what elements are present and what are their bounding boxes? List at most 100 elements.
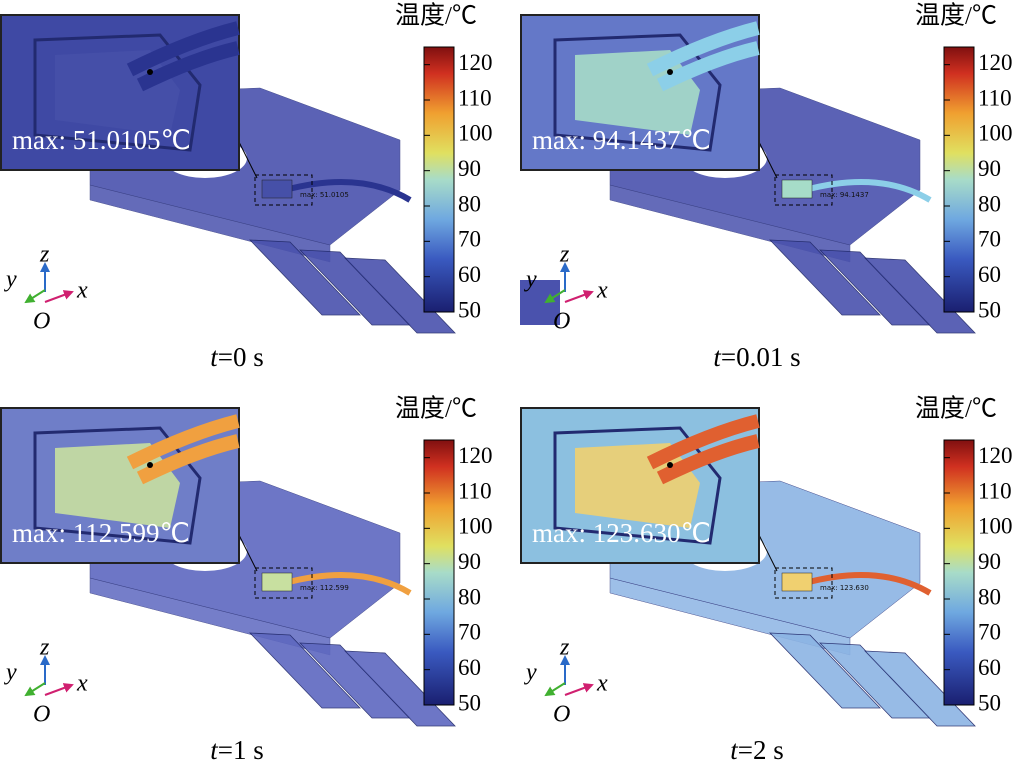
colorbar-title: 温度/℃ [915,2,997,30]
axis-label: y [524,660,537,686]
axis-label: y [4,267,17,293]
colorbar-tick-label: 100 [978,121,1013,146]
axis-y [24,682,46,697]
bond-wire [284,572,412,596]
inset-frame [33,426,202,545]
time-var: t [730,735,739,763]
chip [261,179,293,199]
time-label: t=1 s [210,735,264,763]
colorbar-tick-label: 60 [978,655,1001,680]
bond-wire [804,179,932,203]
colorbar [423,439,455,706]
axis-x [564,290,594,303]
inset-frame [553,33,722,152]
lead [249,239,361,316]
zoom-box [254,174,313,206]
axis-label: z [559,635,570,661]
time-label: t=0.01 s [713,342,800,372]
small-max-label: max: 51.0105 [300,191,349,199]
colorbar-tick-label: 120 [458,50,493,75]
probe-point [667,69,673,75]
chip [261,572,293,592]
lead [249,632,361,709]
colorbar-tick-label: 80 [978,584,1001,609]
colorbar-tick-label: 70 [458,620,481,645]
axis-label: x [76,671,88,697]
small-max-label: max: 123.630 [820,584,869,592]
colorbar-tick-label: 70 [978,620,1001,645]
axis-x [44,683,74,696]
probe-point [147,69,153,75]
lead [344,650,456,727]
axis-label: x [596,671,608,697]
axis-label: x [76,278,88,304]
axis-label: x [596,278,608,304]
panel: max: 112.599 max: 112.599℃ 温度/℃ 50 60 70 80 90 1… [0,395,493,763]
panel: max: 123.630 max: 123.630℃ 温度/℃ 50 60 70 80 90 1… [520,395,1013,763]
probe-point [147,462,153,468]
inset-wire [646,414,760,470]
axis-y [544,682,566,697]
axis-label: y [524,267,537,293]
small-max-label: max: 94.1437 [820,191,869,199]
colorbar-tick-label: 110 [458,85,492,110]
axis-y [24,289,46,304]
inset-wire [656,434,760,485]
inset-wire [656,41,760,92]
axis-label: O [33,702,50,728]
time-label: t=0 s [210,342,264,372]
axis-label: y [4,660,17,686]
colorbar-tick-label: 50 [978,297,1001,322]
time-var: t [210,342,219,372]
time-value: =1 s [218,735,264,763]
colorbar-tick-label: 80 [978,191,1001,216]
colorbar-tick-label: 80 [458,584,481,609]
lead [769,632,881,709]
inset-wire [126,21,240,77]
inset-wire [136,434,240,485]
colorbar-tick-label: 60 [458,655,481,680]
max-label: max: 51.0105℃ [12,125,191,155]
colorbar-tick-label: 100 [458,121,493,146]
chip [781,572,813,592]
zoom-box [774,567,833,599]
colorbar-tick-label: 100 [978,514,1013,539]
axis-label: O [553,309,570,335]
time-var: t [210,735,219,763]
colorbar-tick-label: 120 [458,443,493,468]
axis-x [564,683,594,696]
inset-frame [33,33,202,152]
zoom-line [237,139,258,179]
colorbar-title: 温度/℃ [915,395,997,423]
axis-label: O [33,309,50,335]
time-var: t [713,342,722,372]
colorbar-tick-label: 90 [978,549,1001,574]
colorbar [423,46,455,313]
axis-label: z [39,635,50,661]
time-label: t=2 s [730,735,784,763]
lead [864,650,976,727]
time-value: =2 s [738,735,784,763]
colorbar-tick-label: 90 [458,549,481,574]
axis-label: z [559,242,570,268]
colorbar-title: 温度/℃ [395,2,477,30]
max-label: max: 112.599℃ [12,518,190,548]
bond-wire [284,179,412,203]
time-value: =0 s [218,342,264,372]
colorbar-tick-label: 60 [458,262,481,287]
zoom-line [757,532,778,572]
axis-x [44,290,74,303]
colorbar-tick-label: 50 [458,690,481,715]
lead [344,257,456,334]
lead [769,239,881,316]
time-value: =0.01 s [721,342,801,372]
colorbar-tick-label: 80 [458,191,481,216]
bond-wire [804,572,932,596]
zoom-line [237,532,258,572]
colorbar-tick-label: 100 [458,514,493,539]
zoom-box [254,567,313,599]
colorbar-tick-label: 90 [978,156,1001,181]
panel: max: 51.0105 max: 51.0105℃ 温度/℃ 50 60 70 80 90 1… [0,2,493,372]
zoom-box [774,174,833,206]
probe-point [667,462,673,468]
